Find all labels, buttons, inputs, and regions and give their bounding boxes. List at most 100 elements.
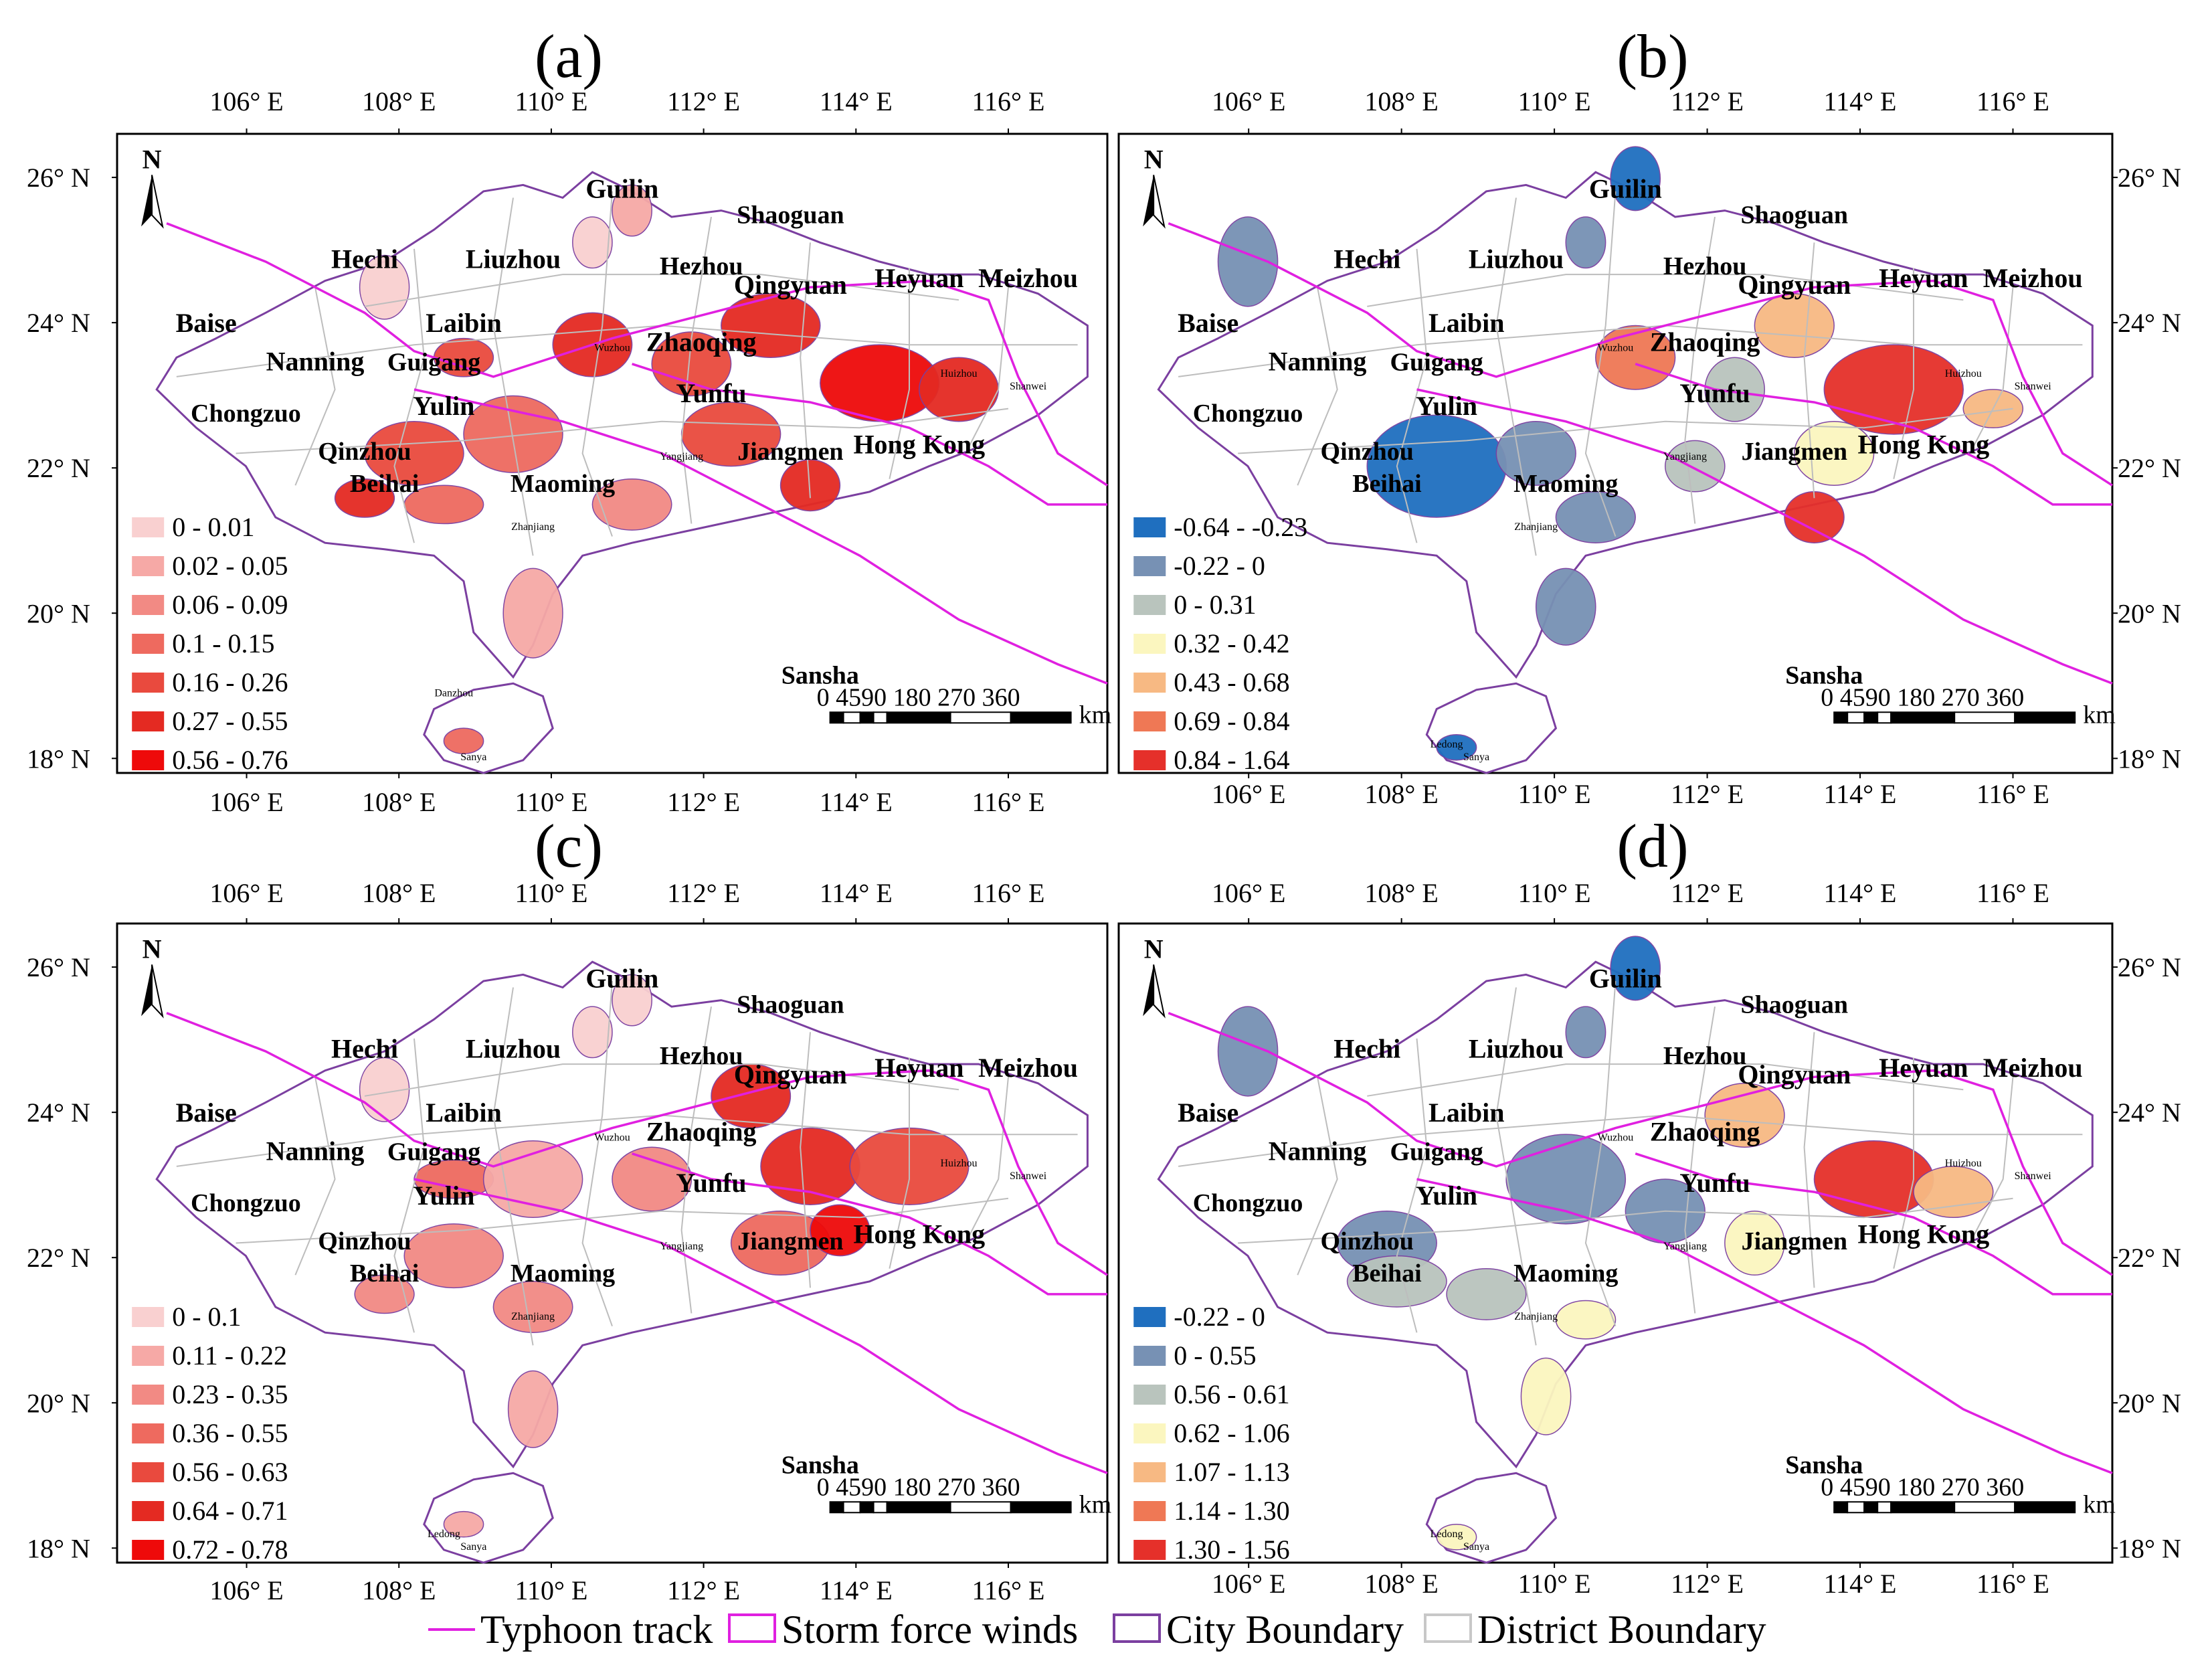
legend-label: 0.11 - 0.22 — [172, 1340, 287, 1371]
city-label: Nanning — [266, 346, 365, 376]
city-label: Liuzhou — [466, 1034, 561, 1064]
district-boundary-line — [1367, 1063, 1964, 1097]
district-label: Yangjiang — [1663, 1241, 1707, 1252]
footer-legend: Typhoon track Storm force winds City Bound… — [428, 1607, 1766, 1652]
scale-bar-numbers: 0 4590 180 270 360 — [817, 1473, 1020, 1501]
storm-force-winds-boundary — [413, 388, 1108, 685]
scale-bar-numbers: 0 4590 180 270 360 — [1821, 1473, 2024, 1501]
lon-tick-label-top: 116° E — [972, 878, 1045, 908]
lon-tick-label-top: 116° E — [1976, 86, 2049, 116]
district-boundary-line — [393, 1038, 425, 1333]
scale-bar-segment — [829, 1501, 844, 1514]
district-patch — [1446, 1267, 1527, 1320]
district-patch — [779, 459, 841, 512]
district-boundary-line — [1495, 987, 1537, 1346]
footer-legend-box-symbol — [1113, 1613, 1161, 1643]
district-label: Zhanjiang — [1514, 1311, 1558, 1322]
lon-tick-label-top: 106° E — [1212, 86, 1285, 116]
district-boundary-line — [1238, 1197, 2013, 1244]
lon-tick-label-top: 108° E — [362, 86, 436, 116]
district-label: Sanya — [460, 752, 486, 763]
lon-tick-label-bottom: 112° E — [1671, 1569, 1744, 1599]
city-label: Sansha — [781, 661, 859, 689]
lon-tick-label-bottom: 108° E — [362, 787, 436, 817]
lon-tick-label-top: 108° E — [362, 878, 436, 908]
city-label: Baise — [176, 1098, 237, 1128]
district-patch — [359, 1057, 410, 1122]
lat-tick-label: 26° N — [27, 163, 90, 193]
city-label: Hechi — [331, 244, 398, 274]
lon-tick-label-bottom: 112° E — [667, 787, 740, 817]
legend-label: -0.22 - 0 — [1174, 1302, 1265, 1332]
legend-swatch — [1133, 1423, 1166, 1443]
city-label: Yulin — [1416, 391, 1477, 421]
district-boundary-line — [1238, 408, 2013, 454]
district-patch — [1595, 325, 1676, 390]
city-label: Hechi — [1333, 1034, 1400, 1064]
district-label: Huizhou — [940, 1158, 977, 1169]
legend-label: 0.02 - 0.05 — [172, 551, 288, 581]
lon-tick-label-bottom: 106° E — [209, 787, 283, 817]
typhoon-track — [166, 1012, 1108, 1276]
legend-label: 1.30 - 1.56 — [1174, 1534, 1289, 1565]
lat-tick-label: 26° N — [27, 952, 90, 982]
lon-tick-label-bottom: 110° E — [1518, 1569, 1591, 1599]
legend-label: 1.07 - 1.13 — [1174, 1457, 1289, 1487]
lon-tick-label-top: 114° E — [1824, 878, 1897, 908]
scale-bar-segment — [872, 1501, 888, 1514]
city-label: Guigang — [1390, 348, 1483, 376]
district-patch — [1535, 567, 1596, 646]
legend-label: -0.64 - -0.23 — [1174, 512, 1307, 542]
lon-tick-label-top: 106° E — [209, 878, 283, 908]
district-patch — [1724, 1211, 1785, 1276]
lon-tick-label-bottom: 108° E — [1364, 1569, 1438, 1599]
city-label: Jiangmen — [737, 438, 843, 466]
typhoon-track — [1168, 222, 2113, 487]
storm-force-winds-boundary — [632, 363, 1107, 506]
legend-swatch — [1133, 1540, 1166, 1560]
district-patch — [572, 1006, 613, 1059]
legend-swatch — [1133, 750, 1166, 770]
district-patch — [482, 1140, 583, 1219]
city-label: Maoming — [511, 470, 615, 498]
district-boundary-line — [236, 1197, 1009, 1244]
lon-tick-label-top: 112° E — [1671, 878, 1744, 908]
legend-swatch — [1133, 1385, 1166, 1405]
district-patch — [463, 395, 563, 473]
district-patch — [443, 1510, 484, 1538]
district-label: Wuzhou — [594, 343, 630, 354]
lon-tick-label-bottom: 110° E — [515, 787, 587, 817]
scale-bar-segment — [1833, 711, 1849, 724]
district-boundary-line — [236, 408, 1009, 454]
city-label: Beihai — [350, 470, 419, 498]
north-label: N — [143, 144, 162, 174]
district-label: Sanya — [1463, 1541, 1489, 1553]
lon-tick-label-bottom: 116° E — [972, 787, 1045, 817]
district-patch — [1555, 491, 1636, 543]
legend-swatch — [132, 556, 165, 576]
scale-bar-segment — [829, 711, 844, 724]
panel-letter: (d) — [1617, 812, 1688, 880]
lat-tick-label: 18° N — [27, 1533, 90, 1563]
district-patch — [492, 1281, 573, 1333]
lon-tick-label-bottom: 108° E — [1364, 779, 1438, 809]
city-label: Zhaoqing — [646, 1117, 757, 1147]
city-label: Heyuan — [1879, 263, 1968, 293]
district-label: Huizhou — [940, 368, 977, 379]
district-label: Wuzhou — [1598, 1132, 1634, 1144]
legend-label: 0.69 - 0.84 — [1174, 706, 1289, 736]
storm-force-winds-boundary — [1635, 363, 2112, 506]
map-panel-3: (d) N 106° E 106° E 108° E 108° E 110° E 110° E… — [1117, 812, 2181, 1599]
legend-swatch — [132, 1307, 165, 1327]
city-label: Qinzhou — [318, 438, 411, 466]
lon-tick-label-bottom: 110° E — [515, 1575, 587, 1605]
legend-swatch — [132, 1462, 165, 1482]
scale-bar-segment — [1847, 711, 1865, 724]
district-patch — [1913, 1166, 1994, 1219]
scale-bar-segment — [872, 711, 888, 724]
city-label: Meizhou — [1983, 1053, 2083, 1083]
legend-swatch — [1133, 1501, 1166, 1521]
district-boundary-line — [1396, 248, 1428, 543]
lat-tick-label: 22° N — [27, 1243, 90, 1273]
scale-bar-segment — [1877, 1501, 1892, 1514]
